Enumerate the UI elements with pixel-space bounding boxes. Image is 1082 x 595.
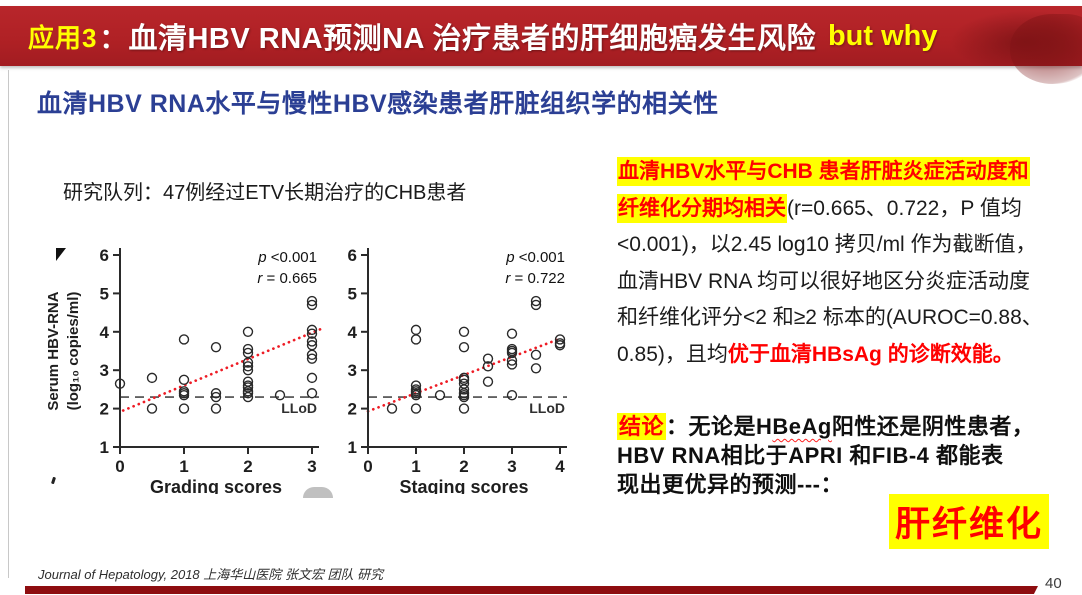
text-line: <0.001)，以2.45 log10 拷贝/ml 作为截断值， bbox=[617, 233, 1037, 257]
bottom-red-bar bbox=[25, 586, 1038, 594]
svg-text:LLoD: LLoD bbox=[529, 400, 565, 416]
journal-citation: Journal of Hepatology, 2018 上海华山医院 张文宏 团… bbox=[38, 567, 384, 582]
svg-text:4: 4 bbox=[100, 323, 110, 342]
svg-text:3: 3 bbox=[507, 457, 516, 476]
cohort-description: 研究队列：47例经过ETV长期治疗的CHB患者 bbox=[63, 182, 467, 204]
svg-text:2: 2 bbox=[100, 400, 109, 419]
svg-text:3: 3 bbox=[348, 361, 357, 380]
liver-fibrosis-highlight: 肝纤维化 bbox=[889, 494, 1050, 549]
text-line: 血清HBV水平与CHB 患者肝脏炎症活动度和 bbox=[617, 155, 1057, 192]
svg-text:r = 0.722: r = 0.722 bbox=[505, 270, 565, 287]
text-line: HBV RNA相比于APRI 和FIB-4 都能表 bbox=[617, 443, 1004, 468]
left-placeholder-border bbox=[8, 70, 9, 578]
svg-text:6: 6 bbox=[100, 246, 109, 265]
text-line: 结论：无论是HBeAg阳性还是阴性患者， bbox=[617, 413, 1035, 440]
text-line: 和纤维化评分<2 和≥2 标本的(AUROC=0.88、 bbox=[617, 306, 1043, 330]
svg-text:2: 2 bbox=[243, 457, 252, 476]
svg-text:LLoD: LLoD bbox=[281, 400, 317, 416]
svg-text:Grading scores: Grading scores bbox=[150, 477, 282, 494]
section-subtitle: 血清HBV RNA水平与慢性HBV感染患者肝脏组织学的相关性 bbox=[37, 90, 719, 118]
text-line: 0.85)，且均优于血清HBsAg 的诊断效能。 bbox=[617, 342, 1014, 366]
svg-text:4: 4 bbox=[348, 323, 358, 342]
cursor-artifact bbox=[56, 248, 66, 261]
banner-title: 血清HBV RNA预测NA 治疗患者的肝细胞癌发生风险 bbox=[128, 23, 816, 55]
text-line: 现出更优异的预测---： bbox=[617, 472, 843, 497]
slide-title-banner: 应用3 ： 血清HBV RNA预测NA 治疗患者的肝细胞癌发生风险 but wh… bbox=[0, 6, 1082, 84]
liver-shape-decoration bbox=[1010, 14, 1082, 84]
page-number: 40 bbox=[1045, 575, 1062, 592]
svg-text:6: 6 bbox=[348, 246, 357, 265]
svg-text:r = 0.665: r = 0.665 bbox=[257, 270, 317, 287]
banner-separator: ： bbox=[99, 23, 127, 54]
conclusion-paragraph: 结论：无论是HBeAg阳性还是阴性患者， HBV RNA相比于APRI 和FIB-… bbox=[617, 409, 1067, 497]
banner-application-tag: 应用3 bbox=[28, 22, 98, 53]
gray-circle-artifact bbox=[303, 487, 333, 498]
svg-text:0: 0 bbox=[363, 457, 372, 476]
svg-text:4: 4 bbox=[555, 457, 565, 476]
svg-text:5: 5 bbox=[348, 284, 357, 303]
svg-text:5: 5 bbox=[100, 284, 109, 303]
svg-text:2: 2 bbox=[348, 400, 357, 419]
findings-paragraph: 血清HBV水平与CHB 患者肝脏炎症活动度和 纤维化分期均相关(r=0.665、0… bbox=[617, 155, 1057, 375]
svg-text:Serum HBV-RNA: Serum HBV-RNA bbox=[45, 291, 62, 410]
svg-text:(log₁₀ copies/ml): (log₁₀ copies/ml) bbox=[65, 292, 82, 411]
text-line: 纤维化分期均相关(r=0.665、0.722，P 值均 bbox=[617, 192, 1057, 229]
text-line: 血清HBV RNA 均可以很好地区分炎症活动度 bbox=[617, 269, 1031, 293]
svg-text:p <0.001: p <0.001 bbox=[257, 249, 317, 266]
svg-text:1: 1 bbox=[348, 438, 357, 457]
svg-text:1: 1 bbox=[179, 457, 188, 476]
svg-text:p <0.001: p <0.001 bbox=[505, 249, 565, 266]
svg-text:0: 0 bbox=[115, 457, 124, 476]
svg-text:Staging scores: Staging scores bbox=[399, 477, 528, 494]
svg-text:2: 2 bbox=[459, 457, 468, 476]
svg-text:3: 3 bbox=[307, 457, 316, 476]
svg-text:3: 3 bbox=[100, 361, 109, 380]
svg-text:1: 1 bbox=[100, 438, 109, 457]
svg-text:1: 1 bbox=[411, 457, 420, 476]
